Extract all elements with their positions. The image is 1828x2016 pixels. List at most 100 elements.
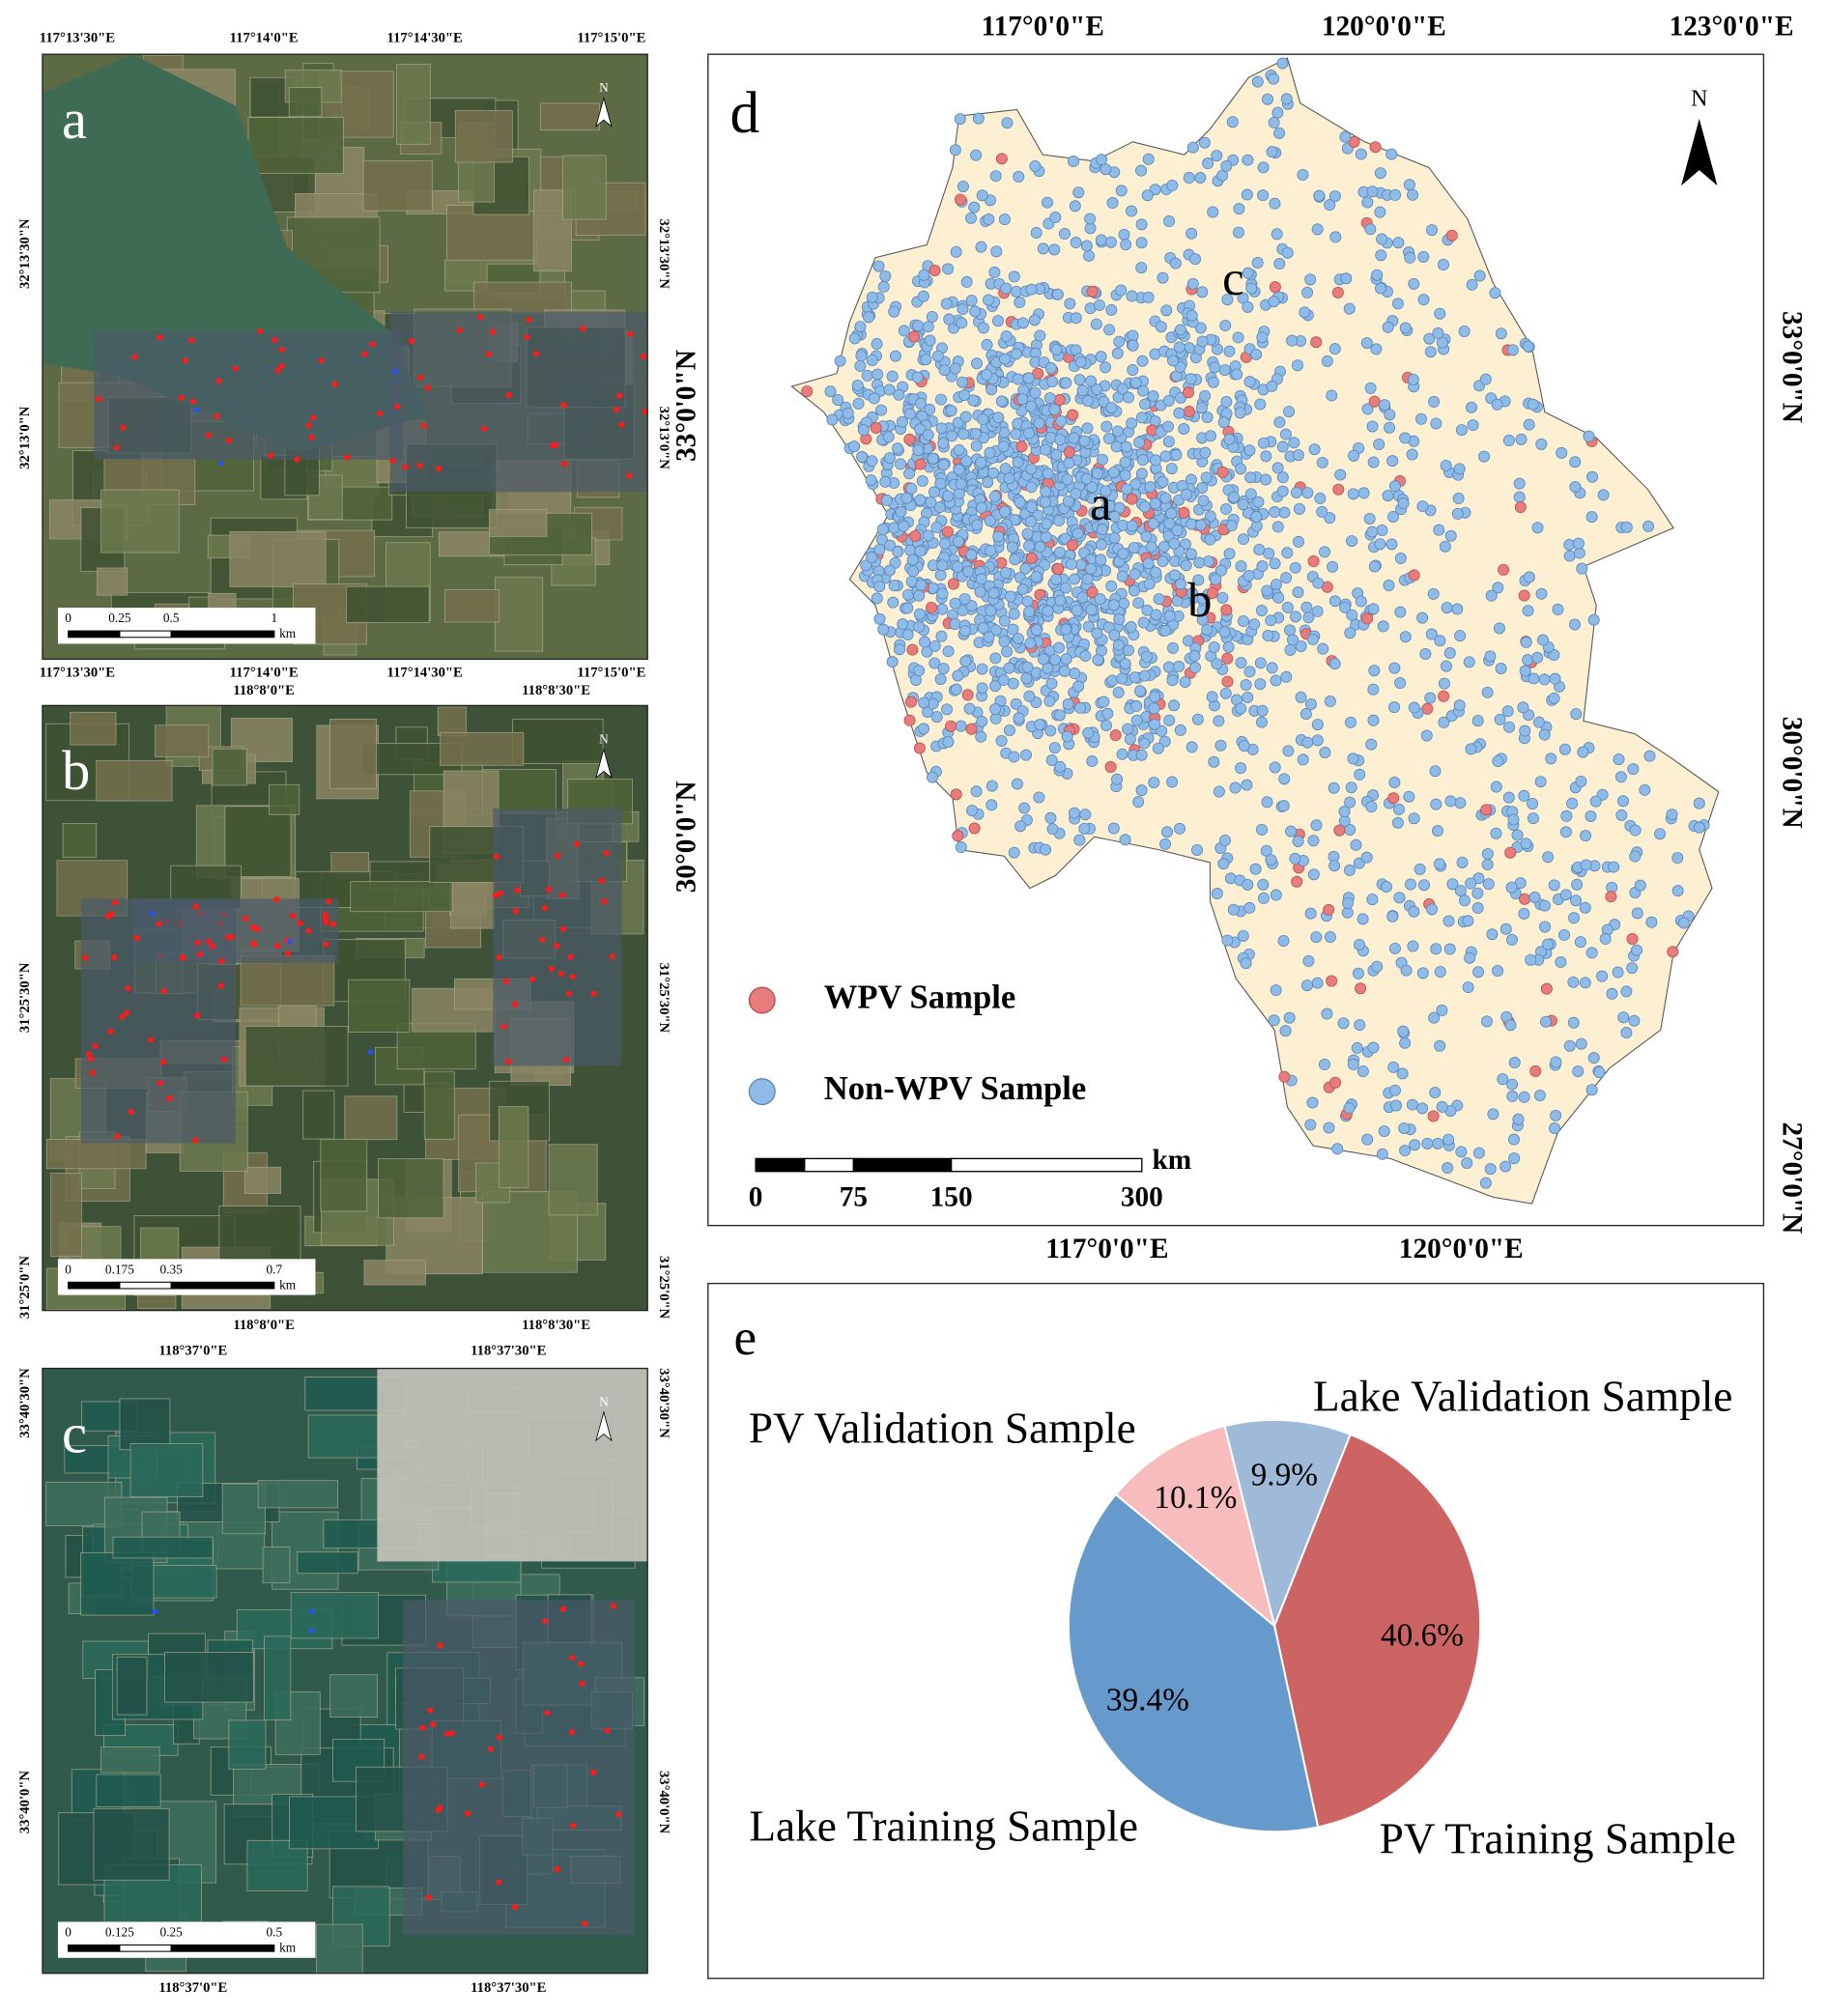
non-wpv-sample — [857, 424, 870, 437]
non-wpv-sample — [1585, 947, 1598, 959]
wpv-point — [318, 357, 325, 364]
non-wpv-sample — [1513, 491, 1526, 503]
wpv-sample — [1626, 933, 1639, 945]
wpv-point — [427, 1707, 434, 1714]
non-wpv-sample — [1377, 620, 1389, 633]
non-wpv-sample — [1098, 395, 1110, 408]
non-wpv-sample — [1311, 223, 1324, 236]
left-tick-label: 32°13'0"N — [17, 406, 33, 469]
non-wpv-sample — [1418, 879, 1431, 892]
wpv-point — [273, 896, 280, 903]
wpv-point — [559, 925, 566, 932]
scale-label: 0.5 — [266, 1925, 282, 1940]
non-wpv-sample — [1111, 425, 1124, 438]
wpv-sample — [1086, 285, 1099, 298]
non-wpv-sample — [1531, 522, 1544, 534]
non-wpv-sample — [1495, 327, 1507, 340]
non-wpv-sample — [1424, 346, 1437, 358]
wpv-point — [148, 1036, 155, 1043]
non-wpv-sample — [1612, 966, 1624, 979]
wpv-sample — [928, 265, 941, 277]
scale-label: 0.25 — [108, 610, 131, 625]
non-wpv-sample — [1053, 546, 1066, 558]
non-wpv-sample — [998, 213, 1011, 226]
wpv-sample — [1514, 501, 1527, 514]
non-wpv-sample — [1577, 746, 1589, 758]
non-wpv-sample — [1555, 955, 1567, 968]
non-wpv-sample — [1120, 239, 1132, 251]
wpv-point — [603, 850, 610, 857]
non-wpv-sample — [1014, 820, 1027, 833]
non-wpv-sample — [1135, 468, 1148, 480]
non-wpv-sample — [1407, 940, 1419, 952]
non-wpv-sample — [1254, 657, 1267, 669]
non-wpv-sample — [1463, 656, 1475, 668]
non-wpv-sample — [911, 371, 924, 383]
wpv-point — [408, 337, 414, 345]
non-wpv-sample — [1135, 262, 1148, 274]
non-wpv-sample — [1576, 562, 1588, 575]
wpv-point — [554, 942, 560, 950]
non-wpv-sample — [975, 456, 987, 469]
pv-array — [389, 311, 648, 493]
non-wpv-sample — [918, 723, 930, 735]
wpv-point — [558, 892, 565, 898]
top-tick-label: 120°0'0"E — [1322, 11, 1446, 42]
non-wpv-sample — [851, 379, 864, 391]
non-wpv-sample — [1157, 271, 1169, 284]
non-wpv-sample — [1084, 222, 1097, 235]
non-wpv-sample — [1133, 685, 1146, 697]
non-wpv-sample — [1192, 574, 1205, 586]
wpv-point — [550, 442, 557, 449]
non-wpv-sample — [1118, 228, 1130, 241]
wpv-point — [557, 970, 564, 977]
non-wpv-sample — [1328, 190, 1341, 203]
non-wpv-sample — [981, 368, 993, 381]
non-wpv-sample — [1480, 1015, 1493, 1028]
non-wpv-sample — [1404, 251, 1416, 264]
wpv-sample — [1348, 135, 1360, 148]
wpv-point — [559, 1605, 566, 1612]
wpv-point — [418, 1753, 425, 1760]
scale-label: 0 — [749, 1182, 763, 1213]
non-wpv-sample — [1100, 163, 1112, 176]
non-wpv-sample — [1163, 518, 1176, 530]
scale-label: 0.5 — [163, 610, 180, 625]
scale-segment — [170, 630, 275, 639]
wpv-point — [496, 1734, 502, 1741]
field — [264, 1635, 292, 1720]
non-wpv-sample — [1528, 672, 1540, 685]
non-wpv-sample — [1096, 453, 1108, 466]
non-wpv-sample — [1567, 1016, 1580, 1029]
non-wpv-sample — [1492, 964, 1504, 977]
non-wpv-sample — [1262, 93, 1274, 105]
top-tick-label: 117°0'0"E — [982, 11, 1104, 42]
wpv-point — [448, 1730, 455, 1737]
wpv-point — [157, 334, 163, 341]
non-wpv-sample — [1518, 789, 1530, 802]
non-wpv-sample — [1458, 894, 1471, 907]
wpv-sample — [1519, 893, 1531, 905]
non-wpv-sample — [918, 269, 930, 281]
non-wpv-sample — [1193, 556, 1206, 569]
non-wpv-sample — [1025, 283, 1038, 296]
non-wpv-sample — [1152, 742, 1164, 754]
left-tick-label: 31°25'0"N — [17, 1256, 33, 1320]
non-wpv-sample — [1456, 856, 1469, 868]
pie-slice — [1114, 1424, 1276, 1629]
non-wpv-sample — [1568, 912, 1580, 924]
non-wpv-sample — [1250, 511, 1263, 523]
non-wpv-sample — [1025, 500, 1038, 513]
non-wpv-sample — [1528, 891, 1541, 903]
non-wpv-sample — [1147, 518, 1159, 530]
non-wpv-sample — [1019, 562, 1032, 575]
field — [396, 64, 431, 145]
right-tick-label: 30°0'0"N — [1776, 717, 1807, 829]
non-wpv-sample — [1654, 828, 1667, 840]
non-wpv-sample — [913, 620, 926, 633]
non-wpv-sample — [1392, 237, 1405, 249]
non-wpv-sample — [1408, 277, 1420, 290]
non-wpv-sample — [1189, 662, 1202, 674]
non-wpv-sample — [1050, 344, 1063, 356]
non-wpv-sample — [892, 442, 904, 455]
